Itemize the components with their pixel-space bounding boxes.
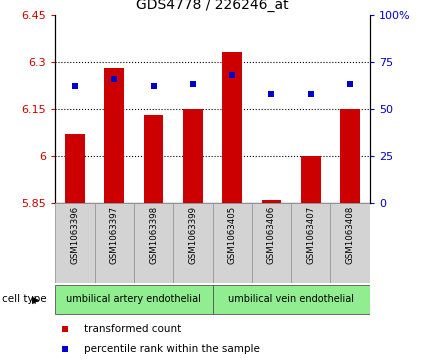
Bar xyxy=(144,115,163,203)
Bar xyxy=(94,203,134,283)
Bar xyxy=(55,285,212,314)
Text: GSM1063398: GSM1063398 xyxy=(149,206,158,264)
Text: transformed count: transformed count xyxy=(84,324,181,334)
Bar xyxy=(222,52,242,203)
Bar xyxy=(65,134,85,203)
Bar xyxy=(301,156,320,203)
Bar xyxy=(252,203,291,283)
Bar xyxy=(55,203,94,283)
Bar xyxy=(340,109,360,203)
Bar xyxy=(331,203,370,283)
Bar xyxy=(291,203,331,283)
Text: GSM1063399: GSM1063399 xyxy=(188,206,197,264)
Bar xyxy=(212,203,252,283)
Text: percentile rank within the sample: percentile rank within the sample xyxy=(84,344,259,354)
Text: GSM1063405: GSM1063405 xyxy=(228,206,237,264)
Bar xyxy=(212,285,370,314)
Text: ▶: ▶ xyxy=(32,294,40,305)
Bar xyxy=(262,200,281,203)
Text: umbilical vein endothelial: umbilical vein endothelial xyxy=(228,294,354,305)
Bar xyxy=(173,203,212,283)
Bar xyxy=(183,109,203,203)
Bar xyxy=(105,68,124,203)
Text: cell type: cell type xyxy=(2,294,47,305)
Bar xyxy=(134,203,173,283)
Text: umbilical artery endothelial: umbilical artery endothelial xyxy=(66,294,201,305)
Text: GSM1063396: GSM1063396 xyxy=(71,206,79,264)
Title: GDS4778 / 226246_at: GDS4778 / 226246_at xyxy=(136,0,289,12)
Text: GSM1063397: GSM1063397 xyxy=(110,206,119,264)
Text: GSM1063407: GSM1063407 xyxy=(306,206,315,264)
Text: GSM1063406: GSM1063406 xyxy=(267,206,276,264)
Text: GSM1063408: GSM1063408 xyxy=(346,206,354,264)
